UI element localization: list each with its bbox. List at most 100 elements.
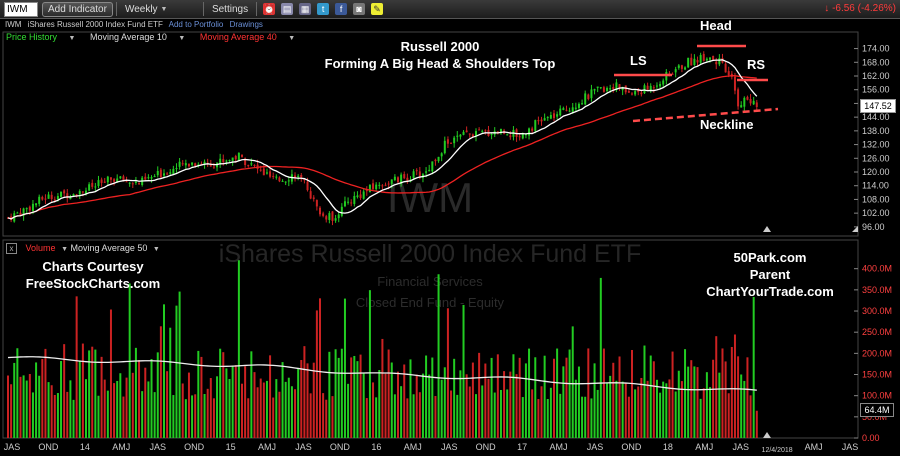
volume-bar: [618, 356, 621, 438]
label-head: Head: [700, 18, 732, 33]
note-icon[interactable]: ✎: [371, 3, 384, 15]
candle-body: [680, 65, 683, 69]
news-icon[interactable]: ▦: [299, 3, 312, 15]
candle-body: [453, 137, 456, 144]
candle-body: [553, 113, 555, 119]
legend-price-history[interactable]: Price History ▼: [6, 32, 76, 42]
candle-body: [746, 96, 749, 100]
candle-body: [393, 176, 396, 181]
candle-body: [518, 136, 521, 138]
price-tick-label: 174.00: [862, 44, 890, 54]
candle-body: [621, 86, 624, 91]
facebook-icon[interactable]: f: [335, 3, 348, 15]
x-tick-label: AMJ: [550, 442, 568, 452]
add-indicator-button[interactable]: Add Indicator: [42, 1, 113, 17]
candle-body: [537, 120, 540, 122]
x-tick-label: 16: [371, 442, 381, 452]
neckline-line: [632, 107, 779, 123]
candle-body: [122, 176, 125, 182]
volume-bar: [615, 380, 618, 438]
volume-bar: [275, 379, 278, 438]
candle-body: [740, 105, 743, 108]
candle-body: [184, 163, 187, 166]
candle-body: [353, 195, 356, 204]
volume-bar: [749, 395, 752, 438]
volume-bar: [13, 362, 16, 438]
volume-bar: [471, 362, 474, 438]
candle-body: [528, 128, 531, 136]
candle-body: [755, 102, 758, 107]
watermark-symbol: IWM: [387, 174, 473, 221]
volume-bar: [381, 338, 384, 438]
alarm-clock-icon[interactable]: ⏰: [263, 3, 276, 15]
candle-body: [481, 130, 484, 132]
legend-ma40[interactable]: Moving Average 40 ▼: [199, 32, 296, 42]
volume-bar: [322, 393, 325, 438]
x-tick-label: JAS: [149, 442, 166, 452]
volume-bar: [446, 308, 449, 438]
volume-bar: [237, 260, 240, 438]
site-block: 50Park.com Parent ChartYourTrade.com: [690, 249, 850, 300]
volume-bar: [684, 349, 687, 438]
x-tick-label: 18: [663, 442, 673, 452]
volume-bar: [312, 362, 315, 438]
volume-bar: [465, 374, 468, 438]
volume-bar: [225, 368, 228, 438]
candle-body: [28, 206, 31, 211]
candle-body: [94, 186, 97, 188]
price-legend: Price History ▼ Moving Average 10 ▼ Movi…: [6, 31, 307, 43]
volume-bar: [191, 395, 194, 438]
candle-body: [403, 174, 406, 179]
credit-block: Charts Courtesy FreeStockCharts.com: [8, 258, 178, 292]
candle-body: [365, 189, 368, 192]
volume-bar: [637, 386, 640, 438]
camera-icon[interactable]: ◙: [353, 3, 366, 15]
candle-body: [446, 139, 449, 144]
candle-body: [671, 73, 674, 75]
period-dropdown[interactable]: Weekly ▼: [120, 0, 200, 18]
volume-bar: [300, 359, 303, 438]
candle-body: [562, 108, 565, 110]
candle-body: [322, 213, 325, 216]
symbol-input[interactable]: IWM: [4, 1, 38, 17]
candle-body: [456, 135, 459, 137]
add-to-portfolio-link[interactable]: Add to Portfolio: [168, 20, 224, 29]
volume-bar: [531, 389, 534, 438]
candle-body: [166, 173, 169, 175]
volume-bar: [443, 367, 446, 438]
twitter-icon[interactable]: t: [317, 3, 330, 15]
volume-bar: [705, 372, 708, 438]
candle-body: [646, 85, 649, 90]
candle-body: [381, 185, 384, 187]
x-tick-label: JAS: [732, 442, 749, 452]
volume-bar: [640, 377, 643, 438]
candle-body: [524, 134, 527, 136]
legend-ma10[interactable]: Moving Average 10 ▼: [89, 32, 186, 42]
candle-body: [75, 194, 78, 196]
close-icon[interactable]: x: [6, 243, 17, 254]
layout-icon[interactable]: ▤: [281, 3, 294, 15]
candle-body: [484, 130, 487, 132]
volume-bar: [556, 348, 559, 438]
candle-body: [662, 80, 665, 85]
candle-body: [565, 109, 568, 111]
candle-body: [343, 201, 346, 207]
legend-volume[interactable]: Volume ▼: [25, 243, 68, 253]
volume-bar: [397, 371, 399, 438]
volume-bar: [668, 379, 671, 438]
price-panel-border: [2, 31, 859, 237]
volume-bar: [69, 380, 72, 438]
settings-button[interactable]: Settings: [211, 3, 249, 15]
volume-bar: [331, 396, 334, 438]
candle-body: [228, 159, 231, 161]
candle-body: [428, 169, 431, 172]
candle-body: [56, 196, 59, 200]
legend-volume-ma50[interactable]: Moving Average 50 ▼: [70, 243, 160, 253]
volume-bar: [216, 376, 219, 438]
candle-body: [66, 193, 69, 199]
volume-bar: [587, 348, 590, 438]
volume-bar: [212, 398, 215, 438]
drawings-link[interactable]: Drawings: [229, 20, 263, 29]
